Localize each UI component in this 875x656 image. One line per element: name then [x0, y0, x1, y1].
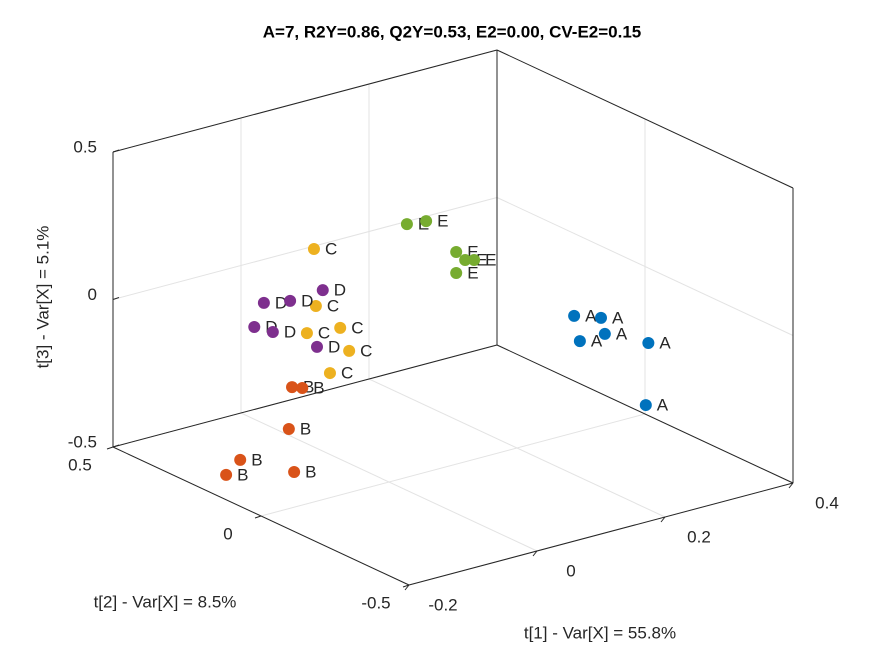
x-tick-label: 0 [566, 561, 575, 580]
data-point [642, 337, 655, 350]
data-point [468, 253, 481, 266]
y-tick-label: 0 [223, 524, 232, 543]
data-point [311, 340, 323, 353]
point-label: B [305, 462, 316, 481]
data-point [220, 468, 233, 481]
x-tick-label: 0.4 [815, 493, 839, 512]
tick-mark [788, 482, 794, 489]
tick-mark [254, 515, 262, 519]
point-label: D [275, 293, 287, 312]
data-point [316, 284, 329, 297]
tick-mark [106, 446, 114, 450]
tick-mark [660, 516, 666, 523]
y-tick-label: -0.5 [361, 593, 390, 612]
point-label: C [341, 364, 353, 383]
chart-title: A=7, R2Y=0.86, Q2Y=0.53, E2=0.00, CV-E2=… [263, 22, 642, 41]
point-label: C [360, 341, 372, 360]
y-axis-label: t[2] - Var[X] = 8.5% [94, 592, 237, 611]
point-label: D [334, 281, 346, 300]
tick-mark [402, 584, 410, 588]
tick-mark [532, 550, 538, 557]
data-point [459, 253, 472, 266]
point-label: C [327, 296, 339, 315]
data-point [307, 242, 320, 255]
data-point [450, 246, 463, 259]
data-point [420, 215, 433, 228]
data-point [400, 218, 413, 231]
data-point [598, 327, 611, 340]
data-point [573, 335, 586, 348]
data-point [296, 381, 309, 394]
data-point [639, 399, 652, 412]
point-label: C [351, 318, 363, 337]
data-point [282, 422, 295, 435]
data-point [266, 326, 279, 339]
data-point [450, 266, 463, 279]
point-label: D [301, 291, 313, 310]
point-label: B [237, 465, 248, 484]
grid-line [260, 413, 646, 517]
tick-mark [404, 584, 410, 591]
data-point [284, 294, 297, 307]
point-label: C [325, 239, 337, 258]
data-point [568, 309, 581, 322]
data-point [334, 321, 347, 334]
point-label: E [437, 212, 448, 231]
x-axis-label: t[1] - Var[X] = 55.8% [524, 623, 676, 642]
data-point [248, 320, 261, 333]
point-label: E [467, 243, 478, 262]
data-point [234, 453, 247, 466]
point-label: C [318, 324, 330, 343]
axis-line [496, 344, 794, 484]
tick-mark [112, 297, 120, 300]
point-label: A [591, 332, 603, 351]
point-label: B [303, 378, 314, 397]
grid-line [496, 197, 794, 336]
tick-mark [112, 444, 120, 448]
point-label: D [284, 323, 296, 342]
z-tick-label: 0 [88, 285, 97, 304]
point-label: A [612, 308, 624, 327]
point-label: D [328, 337, 340, 356]
point-label: E [476, 250, 487, 269]
axis-line [408, 482, 794, 586]
data-point [309, 300, 322, 313]
data-point [323, 367, 336, 380]
point-label: B [300, 419, 311, 438]
z-axis-label: t[3] - Var[X] = 5.1% [33, 226, 52, 369]
x-tick-label: -0.2 [428, 595, 457, 614]
point-label: A [616, 324, 628, 343]
z-tick-label: 0.5 [73, 137, 97, 156]
axis-line [112, 344, 498, 448]
data-point [300, 327, 313, 340]
point-label: E [467, 263, 478, 282]
point-label: A [585, 306, 597, 325]
grid-line [112, 197, 498, 300]
data-point [343, 344, 356, 357]
point-label: A [659, 334, 671, 353]
tick-mark [112, 149, 120, 153]
z-tick-label: -0.5 [68, 432, 97, 451]
point-label: B [251, 450, 262, 469]
y-tick-label: 0.5 [68, 455, 92, 474]
data-point [286, 381, 299, 394]
axis-line [112, 49, 498, 153]
data-point [595, 311, 607, 324]
point-label: A [657, 396, 669, 415]
data-point [288, 465, 301, 478]
point-label: B [313, 378, 324, 397]
x-tick-label: 0.2 [687, 527, 711, 546]
axis-line [496, 49, 794, 189]
data-point [257, 296, 270, 309]
point-label: E [485, 250, 496, 269]
